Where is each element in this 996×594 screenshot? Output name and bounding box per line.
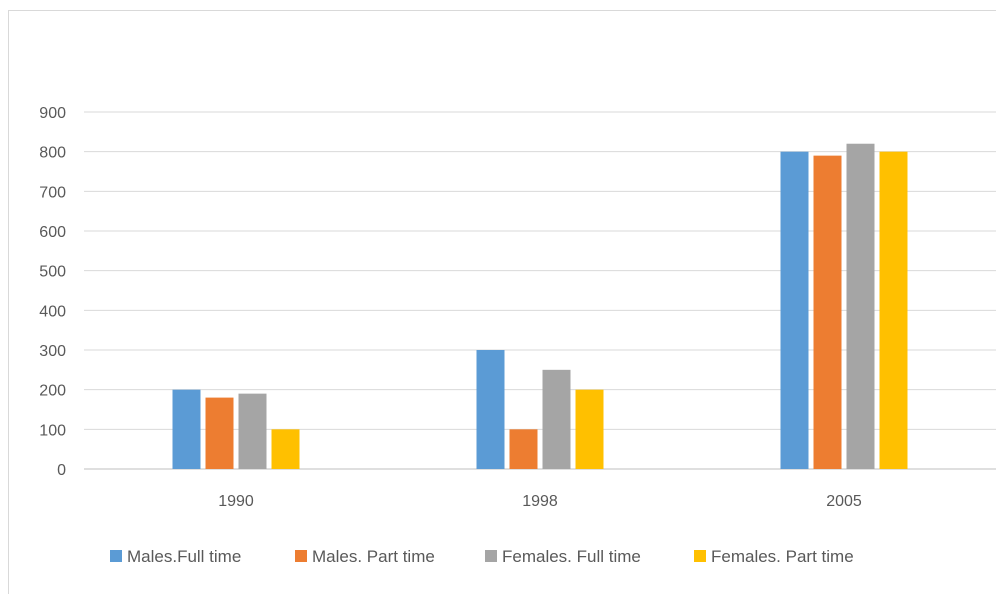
y-tick-label: 0 (57, 462, 66, 479)
bar-2005-series-2 (813, 155, 842, 469)
bar-1998-series-1 (476, 350, 505, 469)
y-tick-label: 300 (39, 343, 66, 360)
bar-1998-series-4 (575, 389, 604, 469)
y-tick-label: 100 (39, 422, 66, 439)
bar-1990-series-3 (238, 393, 267, 469)
legend-label: Females. Full time (502, 547, 641, 566)
x-tick-label: 1998 (522, 493, 558, 510)
y-tick-label: 600 (39, 224, 66, 241)
legend-swatch (110, 550, 122, 562)
y-axis: 0 100 200 300 400 500 600 700 800 900 (39, 105, 66, 479)
bar-1990-series-1 (172, 389, 201, 469)
x-axis: 1990 1998 2005 (218, 493, 862, 510)
legend: Males.Full time Males. Part time Females. … (110, 547, 854, 566)
legend-swatch (295, 550, 307, 562)
y-tick-label: 800 (39, 145, 66, 162)
bar-1990-series-2 (205, 397, 234, 469)
y-tick-label: 900 (39, 105, 66, 122)
bar-1998-series-3 (542, 369, 571, 469)
x-tick-label: 2005 (826, 493, 862, 510)
legend-swatch (694, 550, 706, 562)
bar-2005-series-3 (846, 143, 875, 469)
y-tick-label: 400 (39, 303, 66, 320)
bar-2005-series-1 (780, 151, 809, 469)
bar-2005-series-4 (879, 151, 908, 469)
y-tick-label: 200 (39, 383, 66, 400)
bars (172, 143, 908, 469)
legend-label: Females. Part time (711, 547, 854, 566)
y-tick-label: 500 (39, 264, 66, 281)
bar-1990-series-4 (271, 429, 300, 469)
legend-swatch (485, 550, 497, 562)
legend-label: Males. Part time (312, 547, 435, 566)
gridlines (84, 111, 996, 470)
x-tick-label: 1990 (218, 493, 254, 510)
legend-label: Males.Full time (127, 547, 241, 566)
y-tick-label: 700 (39, 184, 66, 201)
bar-1998-series-2 (509, 429, 538, 469)
